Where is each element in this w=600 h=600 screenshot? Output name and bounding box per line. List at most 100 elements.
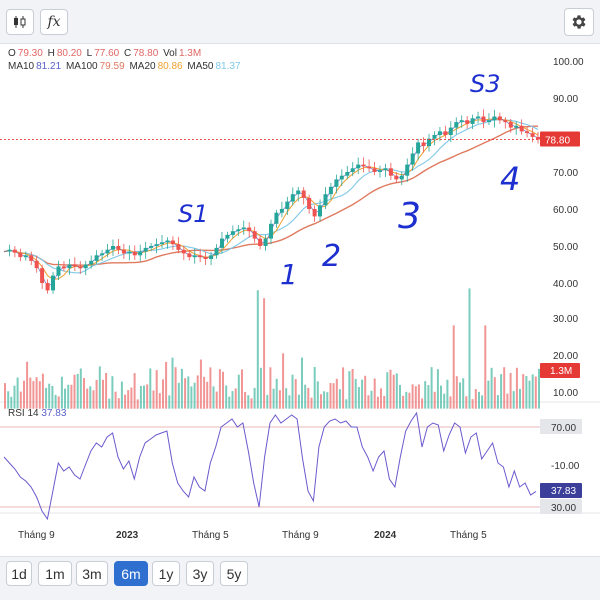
candle-body bbox=[421, 142, 426, 147]
range-button-5y[interactable]: 5y bbox=[220, 561, 248, 586]
price-tick-label: 100.00 bbox=[553, 57, 584, 68]
candle-body bbox=[56, 266, 61, 276]
volume-bar bbox=[493, 377, 496, 409]
range-button-3m[interactable]: 3m bbox=[76, 561, 108, 586]
range-button-1d[interactable]: 1d bbox=[6, 561, 32, 586]
candle-body bbox=[12, 249, 17, 253]
volume-bar bbox=[297, 394, 300, 409]
candle-body bbox=[34, 260, 39, 269]
volume-bar bbox=[171, 357, 174, 409]
indicators-button[interactable]: fx bbox=[40, 9, 68, 35]
volume-bar bbox=[506, 393, 509, 409]
volume-bar bbox=[342, 367, 345, 409]
chart-canvas[interactable]: 100.00 90.00 70.00 60.00 50.00 40.00 30.00 20.0… bbox=[0, 44, 600, 556]
volume-bar bbox=[383, 396, 386, 409]
chart-type-button[interactable] bbox=[6, 9, 34, 35]
volume-bar bbox=[139, 386, 142, 409]
candle-body bbox=[296, 190, 301, 195]
volume-bar bbox=[203, 376, 206, 409]
volume-bar bbox=[373, 378, 376, 409]
volume-bar bbox=[73, 374, 76, 409]
volume-bar bbox=[152, 390, 155, 409]
candle-body bbox=[290, 194, 295, 202]
range-button-1m[interactable]: 1m bbox=[38, 561, 72, 586]
volume-bar bbox=[291, 374, 294, 409]
volume-bar bbox=[478, 391, 480, 409]
range-button-1y[interactable]: 1y bbox=[152, 561, 180, 586]
low-label: L bbox=[86, 48, 93, 59]
volume-bar bbox=[481, 395, 484, 409]
volume-bar bbox=[304, 384, 307, 409]
candle-body bbox=[350, 168, 355, 172]
candle-body bbox=[328, 186, 333, 195]
volume-bar bbox=[177, 382, 180, 409]
volume-bar bbox=[389, 369, 392, 409]
volume-bar bbox=[408, 392, 411, 409]
volume-bar bbox=[89, 386, 92, 409]
volume-bar bbox=[443, 393, 446, 409]
candle-body bbox=[83, 264, 88, 269]
ma50-value: 81.37 bbox=[215, 61, 241, 72]
candle-body bbox=[247, 227, 252, 232]
volume-bar bbox=[225, 385, 228, 409]
volume-bar bbox=[440, 385, 442, 409]
last-price-tag bbox=[540, 131, 580, 147]
last-price-label: 78.80 bbox=[545, 135, 570, 146]
volume-bar bbox=[474, 389, 477, 409]
volume-bar bbox=[32, 381, 35, 409]
candle-body bbox=[427, 138, 431, 147]
candle-body bbox=[23, 255, 28, 258]
volume-bar bbox=[465, 396, 468, 409]
rsi-tick-label: 30.00 bbox=[551, 503, 576, 514]
candle-body bbox=[230, 231, 235, 235]
candle-body bbox=[454, 122, 459, 128]
candle-body bbox=[263, 238, 268, 246]
settings-button[interactable] bbox=[564, 8, 594, 36]
candle-body bbox=[29, 255, 34, 261]
range-button-3y[interactable]: 3y bbox=[186, 561, 214, 586]
x-tick-label: Tháng 5 bbox=[192, 530, 229, 541]
rsi-legend: RSI 14 37.83 bbox=[8, 408, 66, 419]
volume-tick-label: 30.00 bbox=[553, 314, 578, 325]
volume-bar bbox=[60, 376, 63, 409]
volume-bar bbox=[127, 390, 130, 409]
candlestick-icon bbox=[14, 16, 26, 28]
candle-body bbox=[383, 168, 388, 171]
volume-bar bbox=[263, 298, 266, 409]
volume-bar bbox=[357, 387, 360, 409]
volume-bar bbox=[241, 369, 243, 409]
volume-bar bbox=[338, 389, 341, 409]
ma20-value: 80.86 bbox=[157, 61, 183, 72]
range-button-6m[interactable]: 6m bbox=[114, 561, 148, 586]
volume-bar bbox=[421, 398, 424, 409]
volume-bar bbox=[57, 396, 60, 409]
volume-bar bbox=[45, 387, 48, 409]
candle-body bbox=[476, 116, 481, 119]
annotation-text: 2 bbox=[322, 239, 341, 274]
volume-bar bbox=[253, 387, 256, 409]
rsi-current-tag bbox=[540, 483, 582, 498]
volume-bar bbox=[196, 375, 199, 409]
volume-bar bbox=[405, 391, 408, 409]
volume-bar bbox=[29, 377, 32, 409]
rsi-value: 37.83 bbox=[41, 408, 67, 419]
candle-body bbox=[149, 246, 154, 248]
rsi-tick-label: 70.00 bbox=[551, 423, 576, 434]
candle-body bbox=[132, 251, 137, 256]
candle-body bbox=[220, 238, 224, 248]
range-selector: 1d 1m 3m 6m 1y 3y 5y bbox=[0, 556, 600, 600]
candle-body bbox=[470, 118, 475, 124]
volume-bar bbox=[399, 385, 401, 409]
volume-bar bbox=[278, 390, 281, 409]
volume-bar bbox=[143, 385, 145, 409]
volume-bar bbox=[35, 377, 38, 409]
candle-body bbox=[432, 135, 437, 139]
volume-bar bbox=[313, 366, 316, 409]
volume-bar bbox=[92, 390, 95, 409]
price-tick-label: 50.00 bbox=[553, 242, 578, 253]
volume-bar bbox=[414, 386, 417, 409]
candle-body bbox=[530, 133, 535, 137]
volume-bar bbox=[136, 399, 139, 409]
volume-bar bbox=[199, 359, 202, 409]
